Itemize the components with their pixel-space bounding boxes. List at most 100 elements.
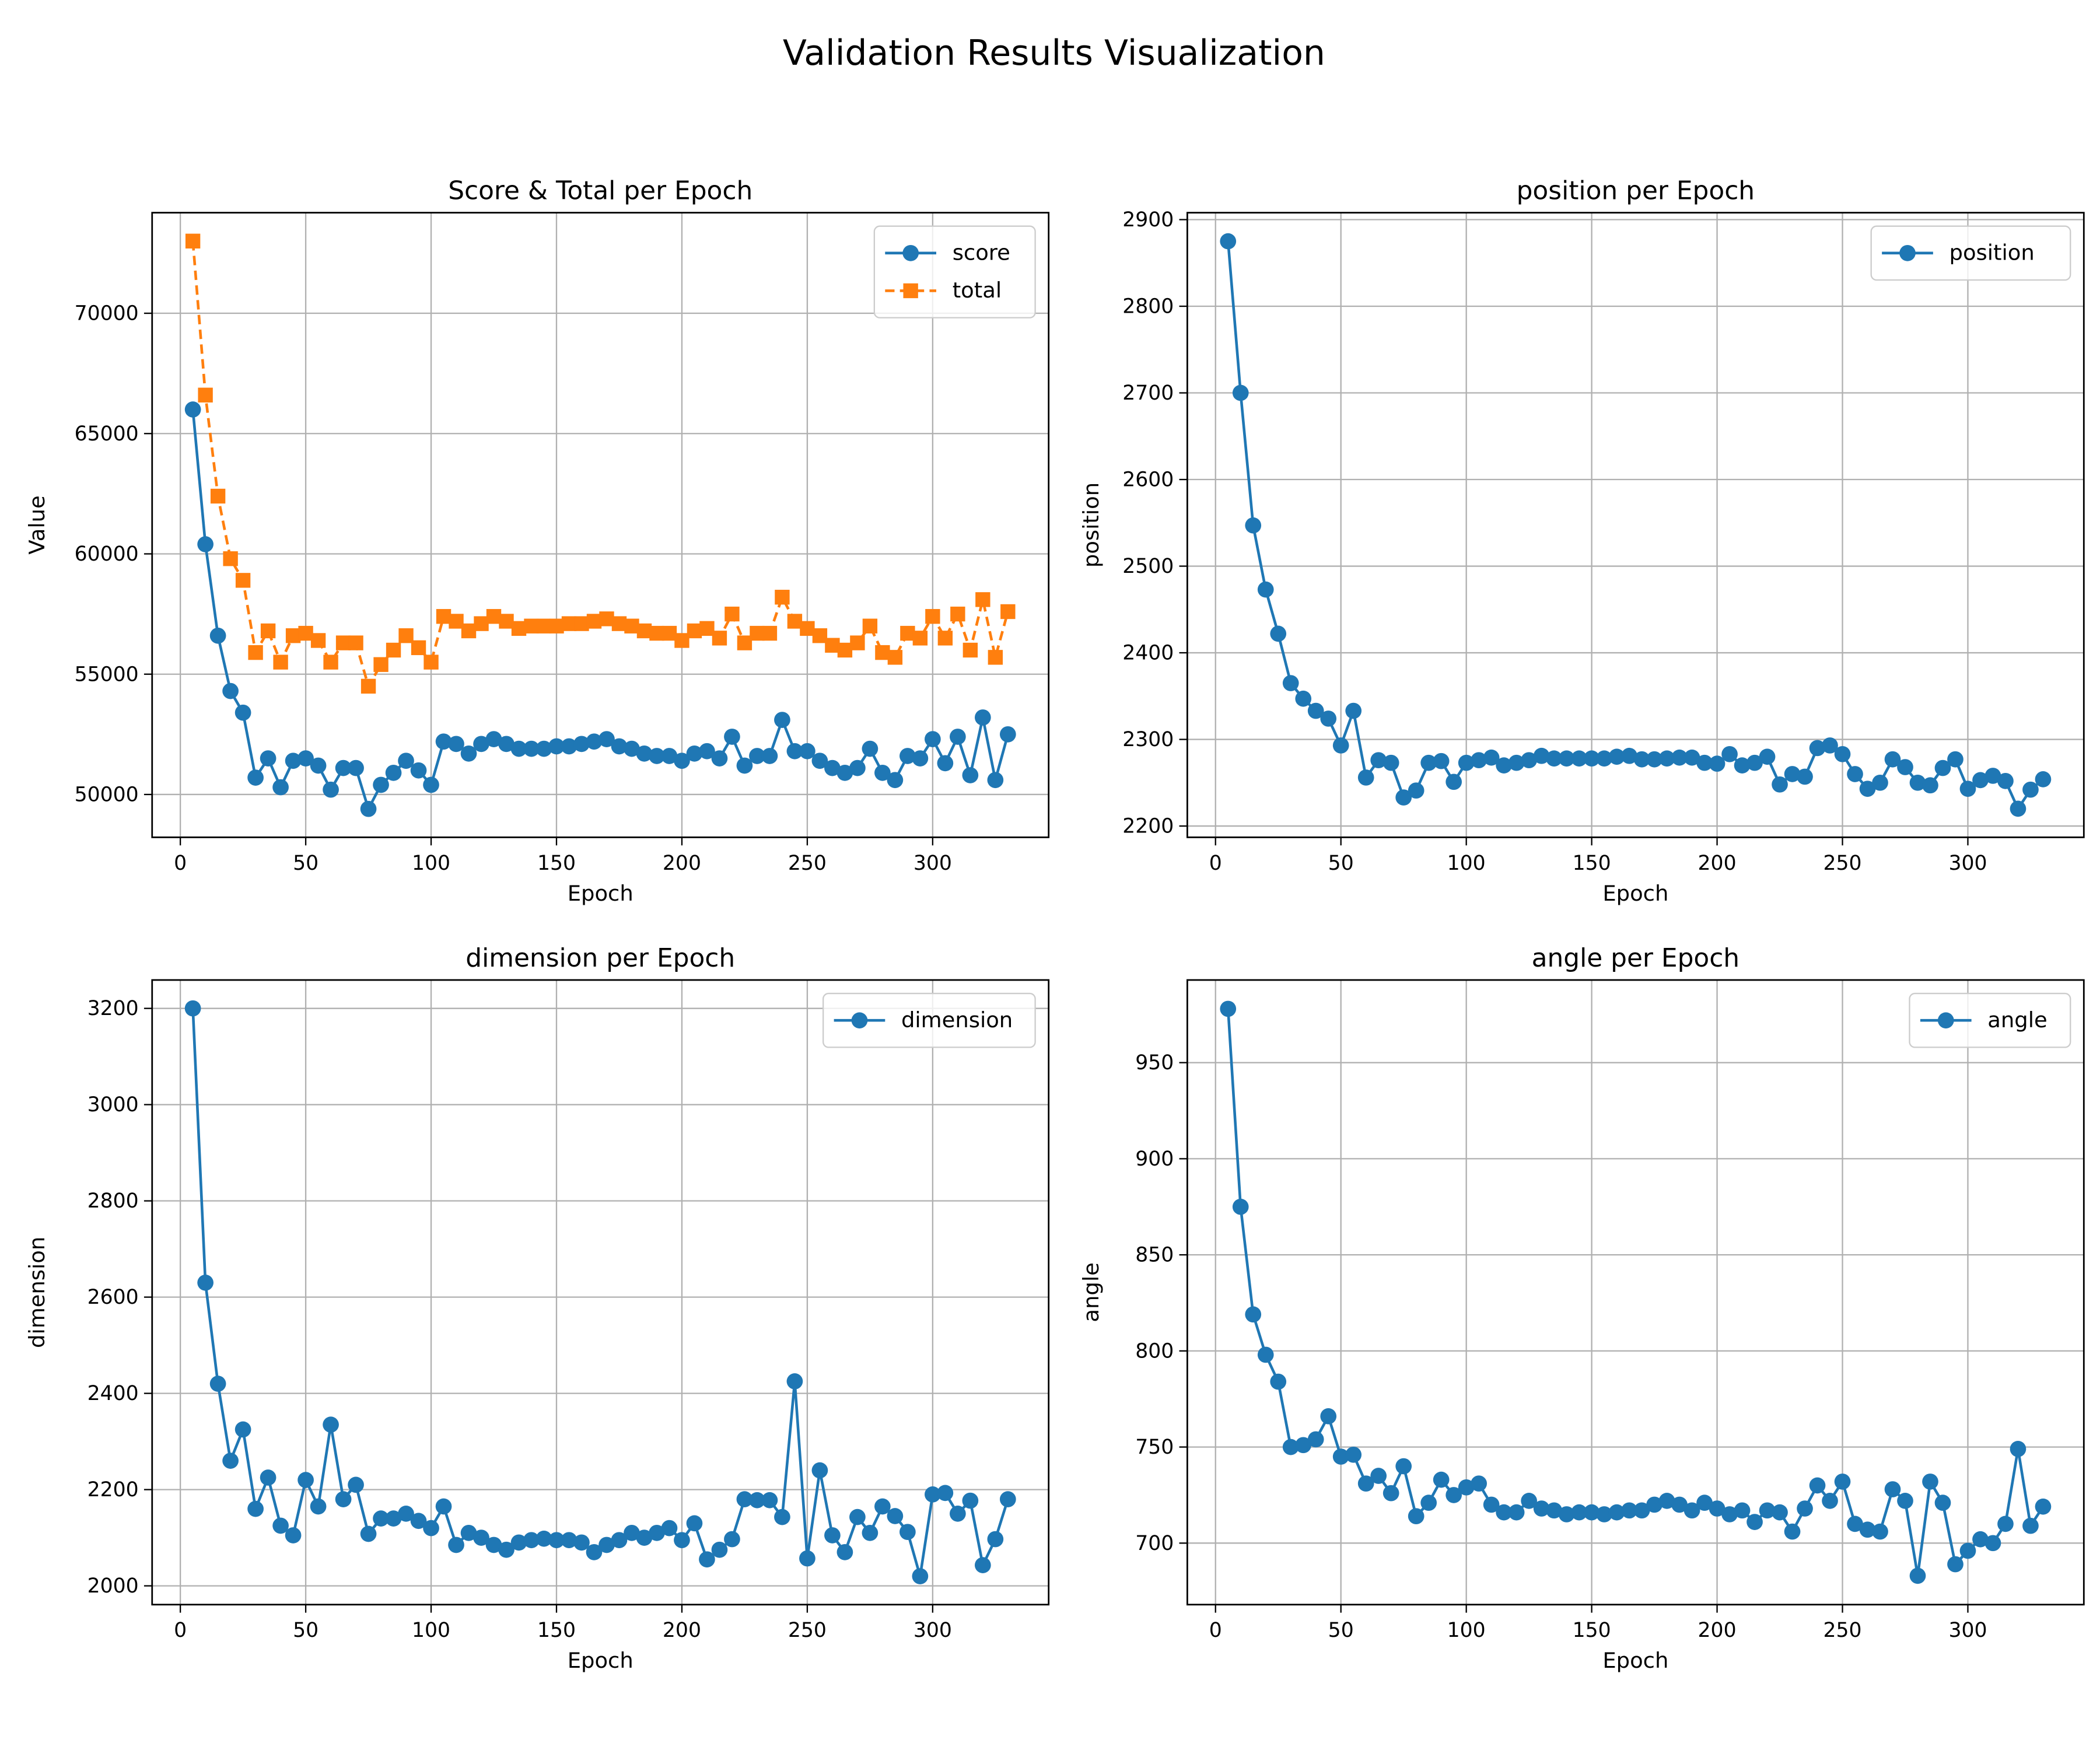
marker xyxy=(247,1500,264,1517)
marker xyxy=(1232,1198,1249,1215)
marker xyxy=(523,740,540,757)
marker xyxy=(373,1510,389,1527)
marker xyxy=(310,757,327,774)
y-tick-label: 750 xyxy=(1135,1436,1174,1459)
marker xyxy=(373,657,388,672)
marker xyxy=(549,618,564,634)
marker xyxy=(1721,746,1738,762)
marker xyxy=(1420,754,1437,771)
marker xyxy=(536,740,552,757)
marker xyxy=(235,573,251,588)
marker xyxy=(999,1491,1016,1507)
marker xyxy=(649,1525,665,1541)
marker xyxy=(1859,1521,1876,1538)
marker xyxy=(687,623,702,639)
marker xyxy=(498,1541,514,1558)
marker xyxy=(1972,772,1989,789)
marker xyxy=(1596,750,1612,767)
marker xyxy=(448,1536,464,1553)
marker xyxy=(925,1486,941,1503)
marker xyxy=(599,611,614,626)
marker xyxy=(197,536,214,552)
marker xyxy=(548,1532,565,1549)
x-tick-label: 0 xyxy=(1209,1619,1222,1642)
y-tick-label: 700 xyxy=(1135,1532,1174,1555)
marker xyxy=(209,1376,226,1392)
marker xyxy=(1433,1471,1450,1488)
marker xyxy=(323,781,339,798)
marker xyxy=(624,1525,640,1541)
marker xyxy=(2035,771,2052,788)
x-tick-label: 100 xyxy=(412,1619,450,1642)
legend-marker xyxy=(903,283,918,299)
plot-frame xyxy=(151,212,1050,838)
legend-box xyxy=(1909,992,2071,1048)
x-tick-label: 50 xyxy=(1328,852,1354,875)
marker xyxy=(1508,1504,1525,1521)
marker xyxy=(260,750,276,766)
x-tick-label: 0 xyxy=(174,1619,187,1642)
y-tick-label: 2300 xyxy=(1122,728,1174,751)
marker xyxy=(724,1531,740,1548)
marker xyxy=(874,1498,891,1515)
marker xyxy=(335,635,351,650)
marker xyxy=(862,618,878,634)
marker xyxy=(1822,737,1838,754)
marker xyxy=(385,1510,402,1527)
marker xyxy=(874,764,891,781)
marker xyxy=(624,618,639,634)
marker xyxy=(962,1492,979,1509)
marker xyxy=(674,1532,690,1549)
marker xyxy=(1420,1494,1437,1511)
marker xyxy=(1658,1493,1675,1509)
y-axis-label: position xyxy=(1079,482,1104,568)
marker xyxy=(862,1525,878,1541)
y-tick-label: 800 xyxy=(1135,1339,1174,1363)
marker xyxy=(561,1532,578,1549)
marker xyxy=(749,1492,765,1508)
marker xyxy=(1608,748,1625,765)
marker xyxy=(1784,1523,1801,1540)
x-axis-label: Epoch xyxy=(568,881,634,906)
marker xyxy=(435,733,452,750)
plot-frame xyxy=(1186,212,2085,838)
marker xyxy=(198,387,213,402)
y-tick-label: 2400 xyxy=(88,1382,139,1405)
marker xyxy=(285,628,301,643)
marker xyxy=(1220,233,1237,250)
marker xyxy=(1533,1500,1550,1517)
marker xyxy=(1458,754,1475,771)
legend-label: angle xyxy=(1987,1007,2047,1032)
marker xyxy=(360,800,377,817)
marker xyxy=(1382,754,1399,771)
x-tick-label: 200 xyxy=(1698,1619,1737,1642)
marker xyxy=(574,616,589,631)
marker xyxy=(1709,1500,1726,1517)
marker xyxy=(510,740,527,757)
marker xyxy=(1608,1504,1625,1521)
marker xyxy=(963,642,978,658)
marker xyxy=(761,748,778,764)
marker xyxy=(486,609,502,624)
legend-label: total xyxy=(953,278,1002,303)
marker xyxy=(1546,1502,1562,1519)
marker xyxy=(786,1373,803,1390)
marker xyxy=(761,1492,778,1508)
marker xyxy=(323,654,338,670)
y-tick-label: 55000 xyxy=(75,663,139,686)
marker xyxy=(1658,750,1675,767)
x-tick-label: 250 xyxy=(788,1619,827,1642)
marker xyxy=(1295,1437,1312,1454)
marker xyxy=(1997,773,2014,789)
marker xyxy=(1357,1475,1374,1492)
marker xyxy=(1483,1496,1500,1513)
marker xyxy=(1646,1496,1662,1513)
marker xyxy=(925,731,941,747)
marker xyxy=(473,736,489,752)
marker xyxy=(436,609,452,624)
y-tick-label: 50000 xyxy=(75,783,139,807)
marker xyxy=(1772,1504,1788,1521)
marker xyxy=(1370,752,1387,769)
marker xyxy=(1621,1502,1637,1519)
marker xyxy=(724,729,740,745)
